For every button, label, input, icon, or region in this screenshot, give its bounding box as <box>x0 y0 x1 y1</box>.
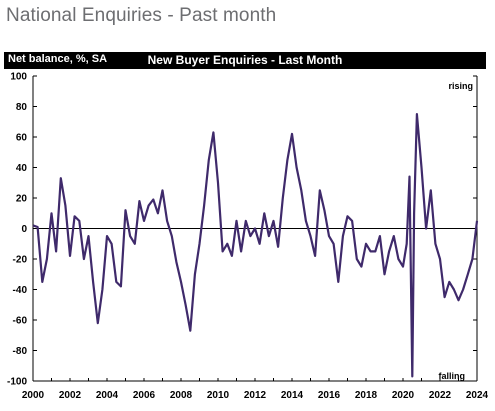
x-tick-label: 2022 <box>429 390 452 401</box>
x-tick-label: 2010 <box>207 390 230 401</box>
y-tick-label: -40 <box>13 285 28 296</box>
x-tick-label: 2004 <box>96 390 119 401</box>
x-tick-label: 2006 <box>133 390 156 401</box>
y-tick-label: 40 <box>16 163 28 174</box>
y-tick-label: 60 <box>16 133 28 144</box>
annotation-falling: falling <box>439 371 466 381</box>
chart-title: New Buyer Enquiries - Last Month <box>147 53 343 67</box>
x-tick-label: 2000 <box>22 390 45 401</box>
y-tick-label: 0 <box>21 224 27 235</box>
y-tick-labels: -100 -80 -60 -40 -20 0 20 40 60 80 100 <box>7 72 27 388</box>
y-tick-label: 20 <box>16 194 28 205</box>
y-tick-label: 80 <box>16 102 28 113</box>
y-tick-label: 100 <box>10 72 27 83</box>
chart-header-bar: Net balance, %, SA New Buyer Enquiries -… <box>4 52 486 69</box>
x-tick-label: 2020 <box>392 390 415 401</box>
x-tick-label: 2016 <box>318 390 341 401</box>
y-tick-label: -20 <box>13 255 28 266</box>
y-axis-label: Net balance, %, SA <box>8 53 108 65</box>
x-tick-label: 2012 <box>244 390 267 401</box>
y-tick-label: -80 <box>13 346 28 357</box>
x-tick-label: 2002 <box>59 390 82 401</box>
x-tick-label: 2014 <box>281 390 304 401</box>
x-tick-label: 2024 <box>466 390 489 401</box>
y-tick-label: -100 <box>7 377 27 388</box>
x-tick-labels: 2000 2002 2004 2006 2008 2010 2012 2014 2016 2018… <box>22 390 489 401</box>
x-tick-label: 2008 <box>170 390 193 401</box>
annotation-rising: rising <box>448 81 473 91</box>
y-tick-label: -60 <box>13 316 28 327</box>
series-line <box>32 113 479 378</box>
page-title: National Enquiries - Past month <box>6 5 277 26</box>
x-tick-label: 2018 <box>355 390 378 401</box>
